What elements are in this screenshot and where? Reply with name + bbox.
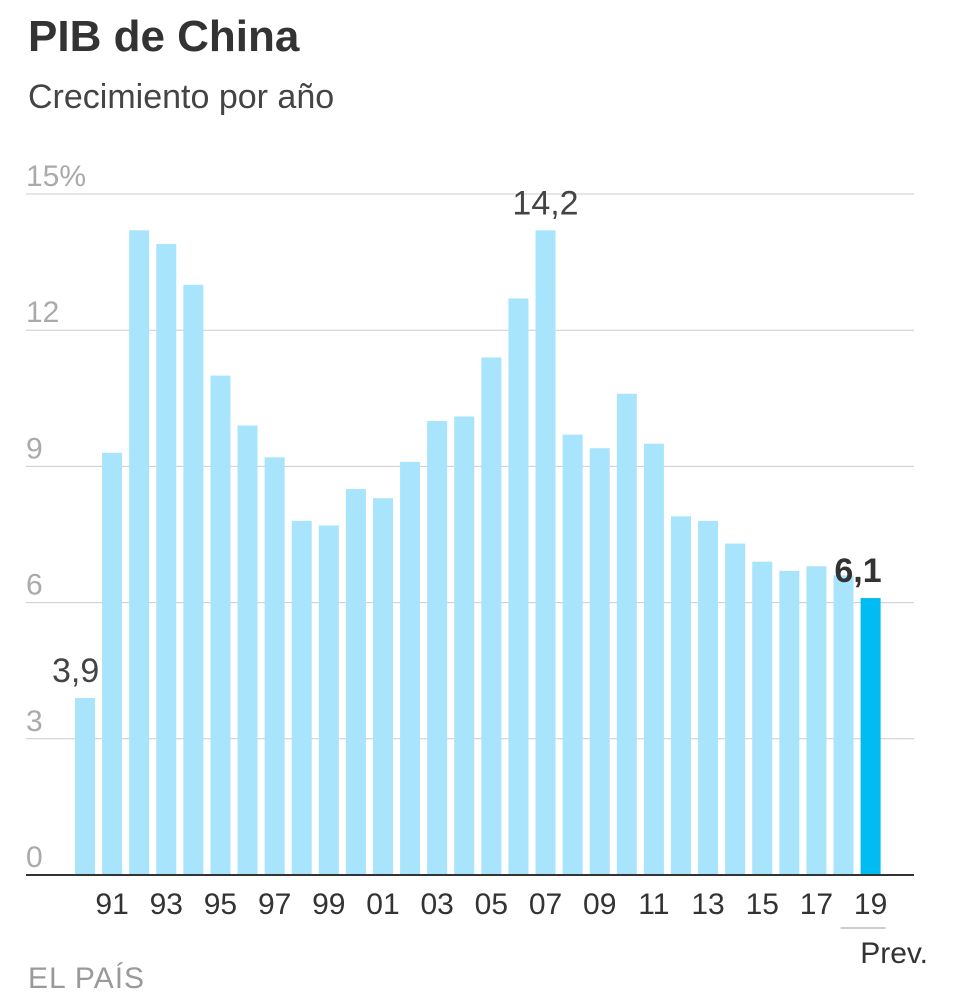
x-tick-label: 01: [366, 888, 399, 921]
y-tick-label: 9: [26, 432, 43, 465]
x-tick-label: 15: [746, 888, 779, 921]
bar: [264, 457, 285, 875]
source-credit: EL PAÍS: [28, 962, 146, 995]
bar: [481, 357, 502, 875]
bars: [26, 230, 914, 876]
y-tick-label: 12: [26, 296, 59, 329]
bar: [535, 230, 556, 875]
x-tick-label: 17: [800, 888, 833, 921]
bar: [643, 443, 664, 875]
bar: [427, 421, 448, 875]
bar: [75, 697, 95, 875]
forecast-note: Prev.: [860, 937, 928, 970]
x-tick-label: 11: [638, 888, 669, 921]
data-label: 3,9: [52, 652, 99, 690]
bar: [156, 243, 177, 875]
bar: [725, 543, 746, 875]
bar: [318, 525, 339, 875]
bar: [454, 416, 475, 875]
chart-subtitle: Crecimiento por año: [28, 78, 335, 116]
x-tick-label: 03: [420, 888, 453, 921]
bar: [698, 520, 719, 875]
y-axis-ticks: 0 3 6 9 12 15%: [26, 160, 86, 874]
bar: [806, 566, 827, 875]
bar: [183, 284, 204, 875]
x-tick-label: 13: [691, 888, 724, 921]
bar: [860, 598, 881, 875]
data-labels: 3,9 14,2 6,1: [52, 184, 882, 690]
data-label: 6,1: [834, 552, 881, 590]
bar: [833, 575, 854, 875]
x-tick-label: 91: [95, 888, 128, 921]
data-label: 14,2: [512, 184, 578, 222]
y-tick-label: 6: [26, 569, 43, 602]
y-tick-label: 15%: [26, 160, 86, 193]
bar: [102, 452, 123, 875]
bar: [508, 298, 529, 875]
bar: [237, 425, 258, 875]
bar: [562, 434, 583, 875]
bar: [670, 516, 691, 875]
bar: [589, 448, 610, 875]
bar: [779, 570, 800, 875]
x-tick-label: 07: [529, 888, 562, 921]
chart-title: PIB de China: [28, 12, 300, 61]
bar: [345, 489, 366, 875]
x-tick-label: 05: [475, 888, 508, 921]
x-tick-label: 09: [583, 888, 616, 921]
bar: [400, 461, 421, 875]
x-tick-label: 97: [258, 888, 291, 921]
bar: [129, 230, 150, 875]
bar: [752, 561, 773, 875]
bar: [210, 375, 231, 875]
x-tick-label: 19: [854, 888, 887, 921]
x-tick-label: 99: [312, 888, 345, 921]
x-tick-label: 95: [204, 888, 237, 921]
y-tick-label: 0: [26, 841, 43, 874]
x-axis-ticks: 91 93 95 97 99 01 03 05 07 09 11 13 15 17 19 Prev.: [95, 888, 928, 970]
bar: [372, 498, 393, 875]
bar: [291, 520, 312, 875]
bar: [616, 393, 637, 875]
x-tick-label: 93: [150, 888, 183, 921]
y-tick-label: 3: [26, 705, 43, 738]
